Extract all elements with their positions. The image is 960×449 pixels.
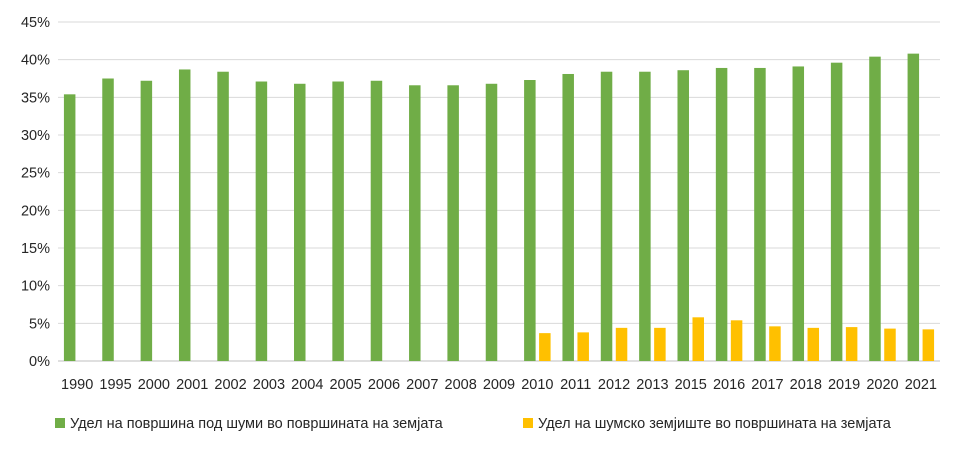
- legend-item-forest-area: Удел на површина под шуми во површината …: [55, 416, 444, 432]
- y-tick-label: 15%: [21, 241, 50, 257]
- bar-forest-area-2012: [600, 71, 613, 361]
- y-tick-label: 20%: [21, 203, 50, 219]
- legend-item-forest-land: Удел на шумско земјиште во површината на…: [523, 416, 892, 432]
- y-tick-label: 45%: [21, 15, 50, 31]
- x-tick-label: 2001: [176, 377, 208, 393]
- bar-forest-area-2005: [332, 81, 344, 361]
- bar-forest-area-2003: [255, 81, 268, 361]
- bar-forest-land-2012: [615, 327, 628, 361]
- bar-forest-area-2008: [447, 85, 459, 361]
- bar-forest-area-2000: [140, 80, 153, 361]
- bar-forest-area-2002: [217, 71, 229, 361]
- y-tick-label: 40%: [21, 53, 50, 69]
- bar-forest-area-2017: [754, 67, 766, 361]
- x-tick-label: 2002: [214, 377, 246, 393]
- x-tick-label: 2011: [560, 377, 591, 393]
- bar-forest-area-2011: [562, 73, 574, 361]
- x-tick-label: 2013: [636, 377, 668, 393]
- bar-forest-land-2021: [922, 329, 935, 361]
- bar-forest-area-2015: [677, 70, 689, 362]
- bar-forest-land-2015: [692, 317, 704, 361]
- x-tick-label: 2004: [291, 377, 323, 393]
- bar-forest-area-2016: [715, 67, 728, 361]
- x-tick-label: 2017: [751, 377, 783, 393]
- x-axis-tick-labels: 1990 1995 2000 2001 2002 2003 2004 2005 2006 2007…: [61, 377, 937, 393]
- x-tick-label: 2019: [828, 377, 860, 393]
- y-tick-label: 35%: [21, 90, 50, 106]
- legend-swatch-forest-land: [523, 418, 533, 428]
- x-tick-label: 2016: [713, 377, 745, 393]
- x-tick-label: 2012: [598, 377, 630, 393]
- gridlines: [58, 21, 940, 362]
- x-tick-label: 2003: [253, 377, 285, 393]
- bar-forest-area-2018: [792, 66, 805, 362]
- x-tick-label: 2005: [329, 377, 361, 393]
- y-tick-label: 10%: [21, 279, 50, 295]
- x-tick-label: 2015: [675, 377, 707, 393]
- bar-forest-area-2004: [294, 83, 306, 362]
- x-tick-label: 2009: [483, 377, 515, 393]
- x-tick-label: 2020: [866, 377, 898, 393]
- legend: Удел на површина под шуми во површината …: [55, 416, 892, 432]
- bars: [63, 53, 935, 362]
- bar-forest-area-2009: [485, 83, 498, 362]
- legend-label-forest-area: Удел на површина под шуми во површината …: [70, 416, 444, 432]
- bar-forest-area-2007: [409, 85, 421, 361]
- bar-forest-area-2001: [178, 69, 191, 362]
- legend-label-forest-land: Удел на шумско земјиште во површината на…: [538, 416, 892, 432]
- bar-forest-area-2010: [524, 80, 536, 362]
- bar-forest-land-2019: [845, 327, 858, 361]
- bar-forest-land-2010: [539, 333, 551, 361]
- bar-forest-land-2020: [884, 328, 896, 361]
- x-tick-label: 2000: [138, 377, 170, 393]
- x-tick-label: 2008: [445, 377, 477, 393]
- y-tick-label: 25%: [21, 166, 50, 182]
- legend-swatch-forest-area: [55, 418, 65, 428]
- bar-forest-land-2017: [769, 326, 781, 361]
- x-tick-label: 2007: [406, 377, 438, 393]
- bar-forest-land-2016: [730, 320, 743, 361]
- bar-forest-area-1995: [102, 78, 114, 361]
- y-tick-label: 30%: [21, 128, 50, 144]
- bar-forest-area-2021: [907, 53, 920, 361]
- bar-forest-area-1990: [63, 94, 76, 361]
- x-tick-label: 2006: [368, 377, 400, 393]
- y-tick-label: 5%: [29, 316, 50, 332]
- bar-forest-land-2018: [807, 327, 820, 361]
- y-tick-label: 0%: [29, 354, 50, 370]
- x-tick-label: 2018: [790, 377, 822, 393]
- bar-forest-area-2006: [370, 80, 383, 361]
- bar-forest-area-2019: [830, 62, 843, 362]
- bar-forest-land-2011: [577, 332, 589, 361]
- x-tick-label: 2010: [521, 377, 553, 393]
- bar-forest-land-2013: [654, 327, 666, 361]
- x-tick-label: 1995: [99, 377, 131, 393]
- x-tick-label: 1990: [61, 377, 93, 393]
- bar-forest-area-2013: [639, 71, 651, 361]
- y-axis-tick-labels: 0% 5% 10% 15% 20% 25% 30% 35% 40% 45%: [21, 15, 50, 370]
- x-tick-label: 2021: [905, 377, 937, 393]
- bar-forest-area-2020: [869, 56, 881, 362]
